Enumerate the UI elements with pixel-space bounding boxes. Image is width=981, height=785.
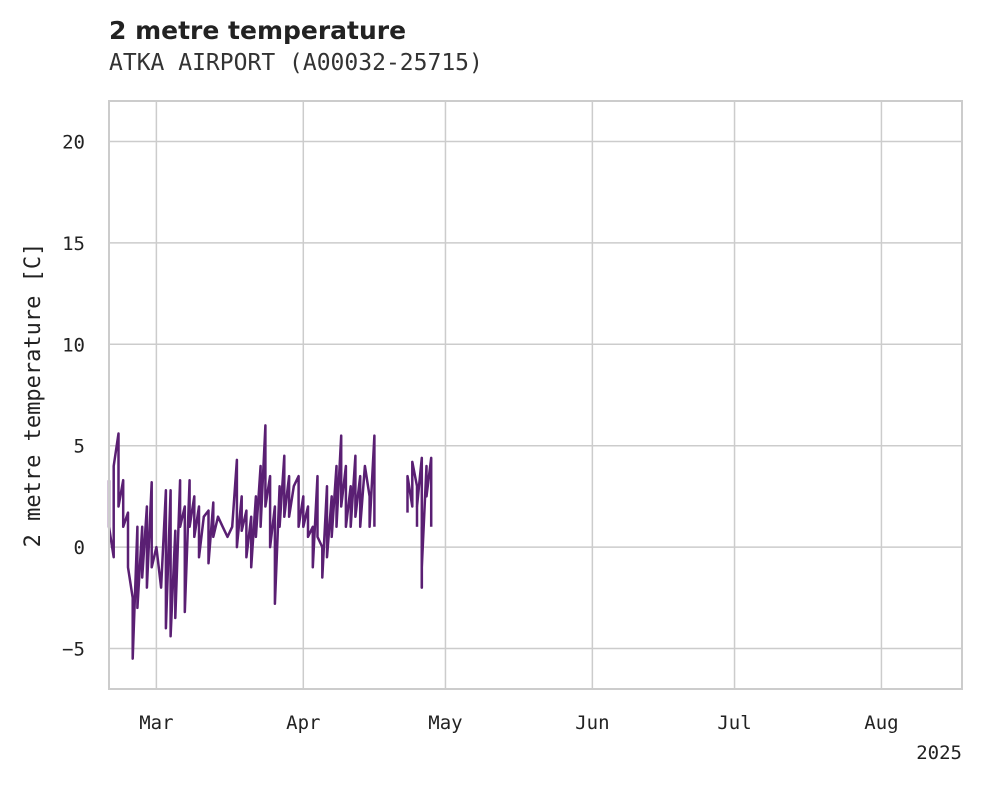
x-tick-label: Jul <box>717 712 751 734</box>
x-tick-label: May <box>428 712 462 734</box>
x-tick-label: Aug <box>864 712 898 734</box>
chart-title: 2 metre temperature <box>109 16 407 45</box>
y-tick-label: 20 <box>62 132 85 154</box>
y-tick-label: 5 <box>74 436 85 458</box>
x-tick-labels: Mar Apr May Jun Jul Aug <box>139 712 898 734</box>
y-tick-labels: −5 0 5 10 15 20 <box>62 132 85 661</box>
series-line <box>107 424 376 660</box>
y-axis-label: 2 metre temperature [C] <box>21 243 46 548</box>
chart-subtitle: ATKA AIRPORT (A00032-25715) <box>109 50 483 76</box>
x-tick-label: Jun <box>575 712 609 734</box>
x-tick-label: Apr <box>286 712 320 734</box>
y-tick-label: −5 <box>62 638 85 660</box>
x-tick-label: Mar <box>139 712 173 734</box>
series-lines <box>107 424 433 660</box>
y-tick-label: 0 <box>74 537 85 559</box>
y-tick-label: 15 <box>62 233 85 255</box>
grid-lines <box>109 101 962 689</box>
plot-frame <box>108 100 963 690</box>
series-line <box>406 456 433 589</box>
year-label: 2025 <box>916 742 962 764</box>
y-tick-label: 10 <box>62 334 85 356</box>
